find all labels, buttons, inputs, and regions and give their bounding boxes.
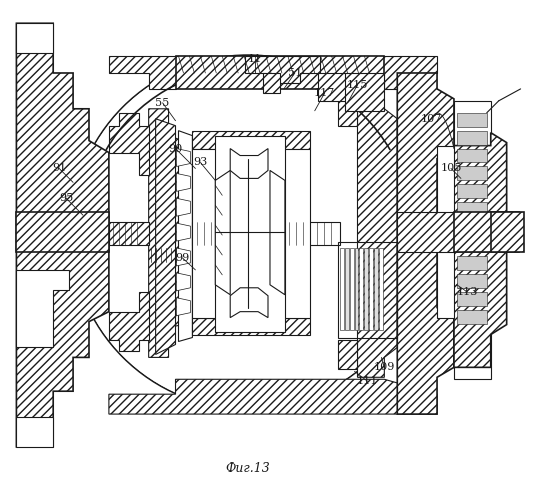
Text: 105: 105 <box>440 164 462 173</box>
Polygon shape <box>17 212 109 252</box>
Polygon shape <box>177 273 190 291</box>
Polygon shape <box>454 132 507 368</box>
Bar <box>457 184 487 198</box>
Bar <box>457 220 487 234</box>
Polygon shape <box>177 298 190 316</box>
Circle shape <box>71 55 425 409</box>
Bar <box>457 166 487 180</box>
Polygon shape <box>179 130 193 342</box>
Polygon shape <box>193 222 215 245</box>
Polygon shape <box>177 174 190 192</box>
Polygon shape <box>109 113 149 176</box>
Polygon shape <box>370 248 373 330</box>
Polygon shape <box>177 223 190 241</box>
Polygon shape <box>177 248 190 266</box>
Polygon shape <box>345 73 384 111</box>
Polygon shape <box>318 73 348 101</box>
Polygon shape <box>398 73 454 414</box>
Text: 99: 99 <box>175 253 189 263</box>
Text: 113: 113 <box>456 287 478 297</box>
Polygon shape <box>364 248 369 330</box>
Polygon shape <box>17 24 109 447</box>
Polygon shape <box>17 24 53 53</box>
Polygon shape <box>360 248 363 330</box>
Bar <box>457 292 487 306</box>
Polygon shape <box>17 417 53 447</box>
Polygon shape <box>149 109 182 358</box>
Polygon shape <box>357 89 398 378</box>
Text: 91: 91 <box>52 164 66 173</box>
Polygon shape <box>355 248 358 330</box>
Polygon shape <box>109 222 149 245</box>
Text: 107: 107 <box>421 114 442 124</box>
Polygon shape <box>437 146 454 318</box>
Bar <box>457 148 487 162</box>
Polygon shape <box>230 148 268 178</box>
Polygon shape <box>156 118 175 354</box>
Polygon shape <box>17 270 69 347</box>
Text: 115: 115 <box>347 80 368 90</box>
Polygon shape <box>193 318 310 334</box>
Polygon shape <box>374 248 378 330</box>
Text: 51: 51 <box>288 68 302 78</box>
Bar <box>457 256 487 270</box>
Polygon shape <box>263 73 280 93</box>
Polygon shape <box>379 248 384 330</box>
Text: 93: 93 <box>193 158 208 168</box>
Polygon shape <box>230 288 268 318</box>
Polygon shape <box>491 212 524 252</box>
Polygon shape <box>109 56 437 89</box>
Bar <box>457 274 487 288</box>
Polygon shape <box>454 101 491 379</box>
Polygon shape <box>285 222 340 245</box>
Bar <box>457 310 487 324</box>
Text: 95: 95 <box>59 194 73 203</box>
Polygon shape <box>270 170 285 294</box>
Bar <box>457 238 487 252</box>
Polygon shape <box>285 148 310 318</box>
Polygon shape <box>109 292 149 352</box>
Polygon shape <box>109 380 437 414</box>
Bar <box>457 113 487 126</box>
Polygon shape <box>175 56 384 89</box>
Polygon shape <box>177 148 190 166</box>
Polygon shape <box>193 130 310 148</box>
Text: 11: 11 <box>248 54 262 64</box>
Polygon shape <box>340 248 343 330</box>
Bar <box>457 130 487 144</box>
Polygon shape <box>345 248 348 330</box>
Polygon shape <box>349 248 354 330</box>
Text: 109: 109 <box>373 362 395 372</box>
Circle shape <box>72 56 424 408</box>
Text: 111: 111 <box>357 376 378 386</box>
Polygon shape <box>245 56 320 83</box>
Text: 55: 55 <box>156 98 170 108</box>
Text: 117: 117 <box>314 88 335 98</box>
Polygon shape <box>454 212 518 252</box>
Polygon shape <box>338 89 357 126</box>
Polygon shape <box>215 170 230 294</box>
Polygon shape <box>338 340 357 370</box>
Polygon shape <box>398 212 454 252</box>
Bar <box>457 202 487 216</box>
Polygon shape <box>177 198 190 216</box>
Polygon shape <box>193 148 215 318</box>
Text: 90: 90 <box>169 144 182 154</box>
Text: Фиг.13: Фиг.13 <box>226 462 271 475</box>
